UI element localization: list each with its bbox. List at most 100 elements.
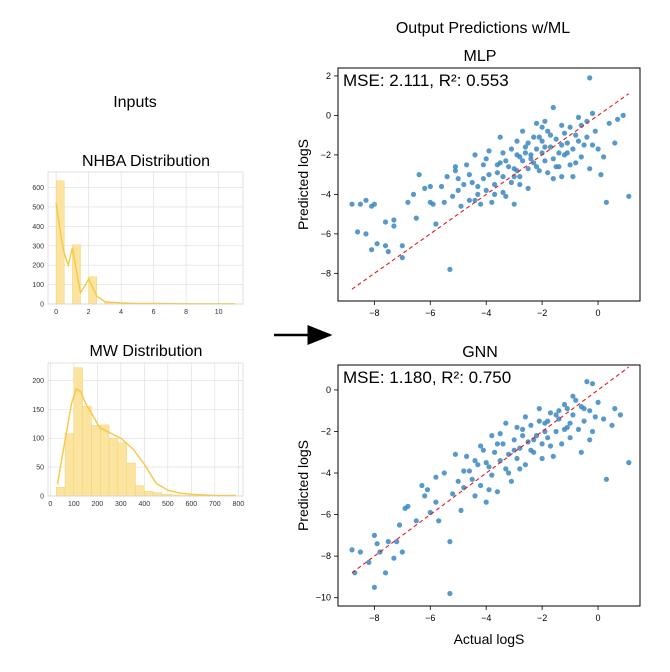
scatter-point — [598, 172, 604, 178]
scatter-point — [517, 466, 523, 472]
histogram-bar — [135, 485, 145, 497]
scatter-point — [587, 437, 593, 443]
scatter-point — [466, 468, 472, 474]
scatter-point — [444, 174, 450, 180]
scatter-point — [547, 144, 554, 150]
scatter-point — [483, 499, 489, 505]
scatter-point — [601, 154, 607, 160]
identity-line — [351, 366, 630, 574]
scatter-point — [441, 470, 447, 476]
scatter-point — [422, 493, 428, 499]
scatter-point — [612, 140, 618, 146]
x-tick-label: 0 — [48, 501, 52, 508]
scatter-point — [503, 193, 509, 199]
scatter-point — [584, 379, 590, 385]
x-tick-label: −2 — [537, 308, 547, 318]
histogram-bar — [91, 425, 101, 497]
scatter-point — [374, 541, 380, 547]
scatter-point — [559, 441, 565, 447]
scatter-point — [589, 381, 596, 387]
scatter-point — [525, 140, 531, 146]
x-tick-label: 500 — [162, 501, 174, 508]
x-tick-label: 8 — [184, 309, 188, 316]
scatter-point — [626, 460, 632, 466]
scatter-point — [517, 154, 523, 160]
scatter-point — [405, 503, 411, 509]
scatter-point — [581, 406, 587, 412]
scatter-point — [483, 460, 489, 466]
scatter-point — [427, 509, 433, 516]
scatter-point — [561, 401, 568, 408]
scatter-point — [424, 487, 431, 493]
scatter-point — [575, 138, 582, 144]
histogram-bar — [144, 491, 154, 497]
scatter-point — [391, 217, 397, 223]
scatter-point — [617, 412, 624, 418]
scatter-point — [570, 412, 576, 418]
scatter-point — [450, 193, 456, 199]
y-tick-label: −4 — [321, 189, 331, 199]
histogram-bar — [108, 437, 119, 497]
x-tick-label: −6 — [425, 613, 435, 623]
plot-frame — [47, 362, 244, 497]
scatter-point — [422, 185, 428, 191]
scatter-point — [567, 435, 573, 441]
scatter-point — [573, 160, 579, 166]
scatter-point — [547, 132, 554, 138]
scatter-point — [349, 547, 355, 553]
scatter-point — [385, 249, 391, 255]
scatter-point — [578, 449, 584, 455]
scatter-point — [567, 420, 573, 426]
scatter-point — [486, 487, 492, 493]
scatter-point — [609, 422, 615, 428]
scatter-point — [399, 255, 405, 261]
scatter-point — [486, 172, 492, 178]
x-tick-label: −6 — [425, 308, 435, 318]
histogram-bar — [100, 424, 110, 497]
identity-line — [351, 93, 630, 290]
scatter-point — [478, 443, 484, 449]
x-tick-label: 300 — [115, 501, 127, 508]
scatter-point — [483, 156, 489, 162]
y-tick-label: 200 — [32, 378, 44, 385]
scatter-point — [517, 181, 523, 188]
scatter-point — [427, 199, 433, 205]
scatter-point — [539, 138, 545, 144]
scatter-point — [357, 549, 363, 555]
scatter-point — [570, 174, 576, 180]
y-tick-label: 0 — [40, 494, 44, 501]
scatter-point — [589, 142, 596, 148]
y-tick-label: −6 — [321, 229, 331, 239]
y-tick-label: −8 — [321, 551, 331, 561]
y-tick-label: 0 — [326, 385, 331, 395]
scatter-point — [452, 164, 458, 170]
x-tick-label: 400 — [138, 501, 150, 508]
scatter-point — [508, 179, 514, 186]
scatter-point — [399, 243, 405, 249]
scatter-point — [601, 416, 607, 422]
scatter-point — [382, 570, 389, 576]
scatter-point — [514, 424, 520, 430]
y-tick-label: −8 — [321, 268, 331, 278]
scatter-point — [497, 431, 503, 437]
scatter-point — [433, 474, 439, 480]
scatter-point — [394, 539, 400, 545]
scatter-point — [606, 120, 612, 126]
x-tick-label: −4 — [481, 613, 491, 623]
y-tick-label: 2 — [326, 71, 331, 81]
scatter-point — [472, 493, 478, 499]
scatter-point — [564, 150, 570, 156]
scatter-point — [391, 223, 397, 229]
scatter-point — [539, 441, 545, 447]
histogram-bar — [55, 180, 65, 305]
scatter-point — [542, 158, 548, 164]
scatter-point — [472, 458, 478, 464]
scatter-point — [469, 179, 475, 186]
scatter-point — [550, 453, 556, 459]
scatter-point — [480, 162, 486, 168]
scatter-point — [472, 197, 478, 203]
scatter-point — [550, 104, 556, 111]
scatter-point — [363, 197, 369, 203]
